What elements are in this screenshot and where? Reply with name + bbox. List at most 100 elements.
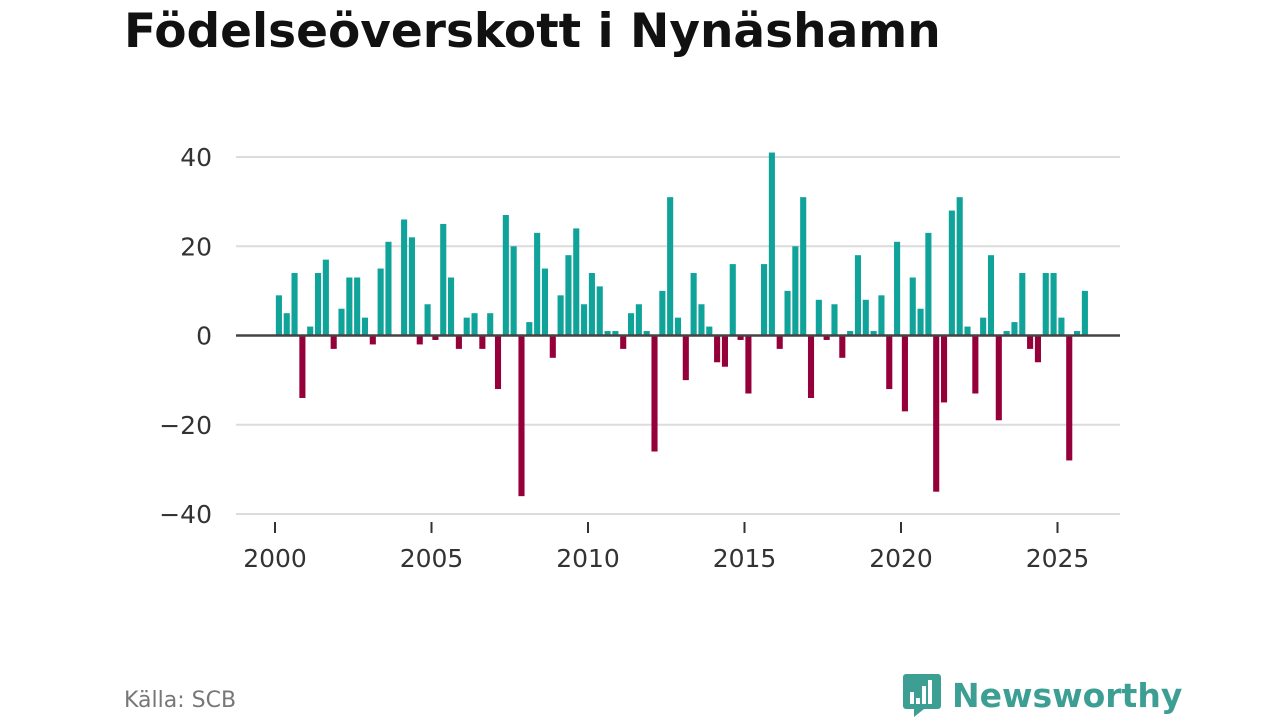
chart-title: Födelseöverskott i Nynäshamn	[124, 4, 941, 59]
bar	[987, 255, 995, 336]
bar	[792, 246, 799, 336]
bar	[502, 215, 509, 336]
bar	[338, 308, 345, 336]
x-tick-label: 2005	[400, 544, 464, 573]
bar	[964, 326, 971, 336]
bar	[354, 277, 361, 336]
bar	[627, 313, 635, 336]
bar	[588, 273, 595, 336]
bar	[784, 290, 791, 336]
bar	[878, 295, 885, 336]
bar	[972, 335, 979, 394]
bar	[416, 335, 423, 345]
bar	[565, 255, 572, 336]
bar	[933, 335, 940, 492]
bar	[940, 335, 948, 403]
bar	[800, 197, 807, 336]
bar	[737, 335, 744, 340]
bar	[526, 322, 533, 336]
bar	[948, 210, 955, 336]
bar	[690, 273, 697, 336]
bar	[901, 335, 908, 412]
bar	[549, 335, 556, 358]
bar	[401, 219, 408, 336]
bar	[1081, 290, 1088, 336]
gridlines	[236, 156, 1120, 515]
bar	[573, 228, 580, 336]
bar	[925, 232, 932, 336]
bar	[541, 268, 549, 336]
bar	[1042, 273, 1049, 336]
bar	[494, 335, 502, 390]
bar	[909, 277, 916, 336]
bar	[815, 299, 822, 336]
bar	[1074, 331, 1081, 336]
bar	[581, 304, 588, 336]
bar-chart-speech-bubble-icon	[903, 674, 941, 717]
bar	[894, 241, 901, 336]
bar	[307, 326, 314, 336]
bar	[1058, 317, 1065, 336]
bar	[643, 331, 650, 336]
y-tick-label: −40	[159, 500, 212, 529]
brand-name: Newsworthy	[952, 675, 1183, 715]
bar	[612, 331, 619, 336]
bar	[346, 277, 353, 336]
bar	[424, 304, 431, 336]
bar	[745, 335, 752, 394]
bar	[330, 335, 337, 349]
bar	[1050, 273, 1057, 336]
bar	[714, 335, 721, 363]
bar	[980, 317, 987, 336]
bar	[275, 295, 282, 336]
bar	[440, 223, 447, 336]
y-tick-label: −20	[159, 411, 212, 440]
bar	[471, 313, 478, 336]
bar	[479, 335, 486, 349]
bar	[596, 286, 603, 336]
bar	[487, 313, 494, 336]
bar	[862, 299, 869, 336]
bar	[807, 335, 815, 398]
bar	[761, 264, 768, 336]
bar	[1019, 273, 1026, 336]
bar	[369, 335, 376, 345]
bar	[831, 304, 838, 336]
bar	[291, 273, 298, 336]
x-tick-label: 2000	[243, 544, 307, 573]
bar	[651, 335, 658, 452]
bar	[604, 331, 611, 336]
y-tick-label: 40	[180, 143, 212, 172]
bar	[886, 335, 893, 390]
bar	[518, 335, 525, 497]
bar	[659, 290, 666, 336]
bar	[698, 304, 705, 336]
bar	[667, 197, 674, 336]
bar	[917, 308, 924, 336]
bar	[463, 317, 470, 336]
x-tick-label: 2025	[1026, 544, 1090, 573]
x-tick-label: 2020	[869, 544, 933, 573]
bar	[408, 237, 415, 336]
bar	[721, 335, 728, 367]
bar	[361, 317, 369, 336]
bar	[557, 295, 564, 336]
bar	[823, 335, 830, 340]
bar	[620, 335, 627, 349]
bar	[448, 277, 455, 336]
axes: −40 −20 0 20 40 2000 2005 2010 2015 2020 2025	[159, 143, 1120, 573]
y-tick-label: 0	[196, 322, 212, 351]
bar	[847, 331, 854, 336]
bar	[534, 232, 541, 336]
bar	[322, 259, 329, 336]
brand-logo: Newsworthy	[902, 671, 1182, 719]
bar	[956, 197, 963, 336]
bar	[314, 273, 322, 336]
bar	[455, 335, 462, 349]
x-tick-label: 2015	[713, 544, 777, 573]
bar	[299, 335, 306, 398]
bar	[1066, 335, 1073, 461]
bar	[776, 335, 783, 349]
bar	[1011, 322, 1018, 336]
